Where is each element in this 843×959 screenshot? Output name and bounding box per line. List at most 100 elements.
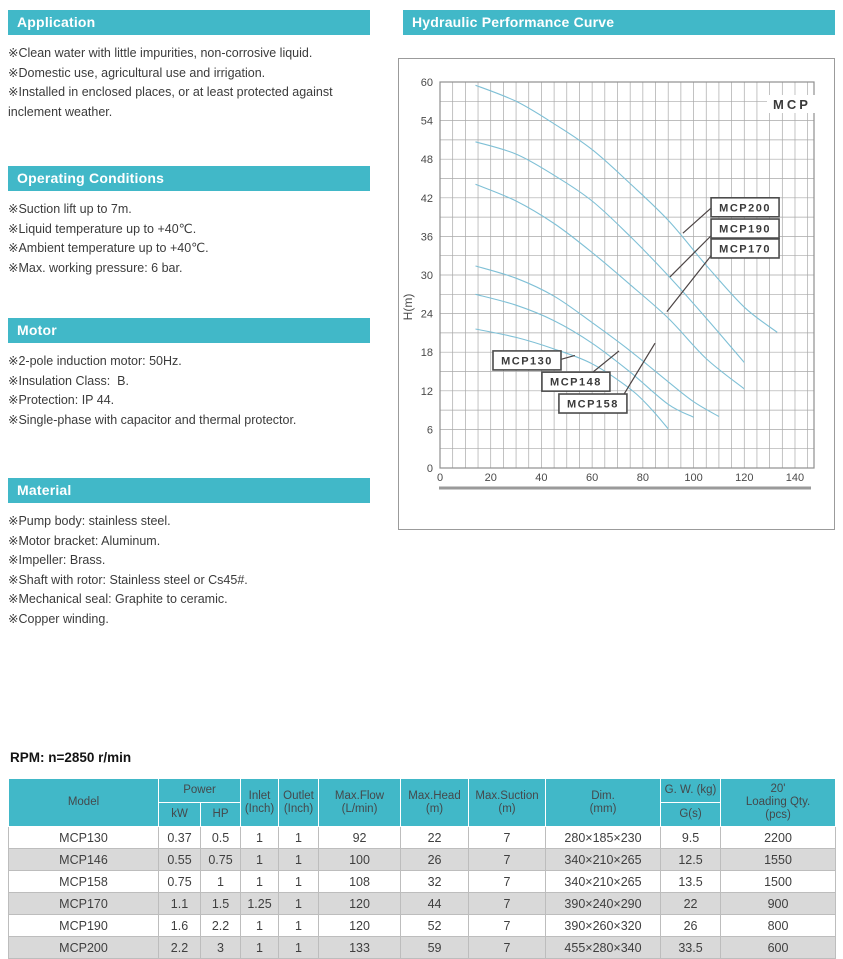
- table-cell: 7: [468, 870, 547, 893]
- section-application: Application ※Clean water with little impu…: [8, 10, 370, 122]
- curve-label-mcp170: MCP170: [719, 243, 771, 255]
- table-cell: 600: [720, 936, 837, 959]
- table-cell: 92: [318, 826, 402, 849]
- table-cell: 108: [318, 870, 402, 893]
- x-tick-label: 60: [586, 472, 598, 484]
- callout-line-mcp148: [592, 350, 620, 373]
- table-cell: 7: [468, 848, 547, 871]
- hydraulic-performance-chart-svg: MCP MCP200 MCP190 MCP170 MCP130 MCP148 MCP158 0…: [401, 77, 817, 490]
- x-tick-label: 120: [735, 472, 753, 484]
- table-cell: 7: [468, 914, 547, 937]
- section-header-material: Material: [8, 478, 370, 503]
- table-cell: MCP130: [8, 826, 159, 849]
- callout-line-mcp170: [666, 255, 712, 313]
- table-cell: 59: [400, 936, 470, 959]
- spec-line: ※Copper winding.: [8, 611, 109, 626]
- table-cell: 1: [278, 914, 320, 937]
- table-cell: 1: [240, 826, 280, 849]
- curve-mcp158: [475, 265, 720, 417]
- col-header-gross-weight: G. W. (kg): [660, 778, 722, 803]
- header-line: G(s): [679, 808, 702, 820]
- rpm-title: RPM: n=2850 r/min: [10, 750, 132, 765]
- table-cell: 22: [400, 826, 470, 849]
- table-cell: MCP200: [8, 936, 159, 959]
- section-items: ※Pump body: stainless steel. ※Motor brack…: [8, 503, 370, 629]
- table-cell: 7: [468, 892, 547, 915]
- header-line: (m): [498, 802, 516, 815]
- table-cell: 120: [318, 914, 402, 937]
- table-cell: 900: [720, 892, 837, 915]
- y-tick-label: 42: [421, 193, 433, 205]
- spec-table-wrap: Model Power Inlet (Inch) Outlet (Inch) Max.Flo…: [8, 778, 837, 959]
- table-cell: 7: [468, 826, 547, 849]
- header-line: Outlet: [283, 789, 314, 802]
- table-cell: 2200: [720, 826, 837, 849]
- y-tick-label: 54: [421, 116, 433, 128]
- table-cell: 0.5: [199, 826, 242, 849]
- plot-frame: [439, 81, 815, 469]
- curve-mcp200: [475, 84, 778, 333]
- header-line: HP: [212, 808, 229, 820]
- table-cell: 455×280×340: [545, 936, 662, 959]
- header-line: Model: [67, 796, 100, 808]
- hydraulic-performance-curve-header: Hydraulic Performance Curve: [403, 10, 835, 35]
- y-tick-label: 6: [427, 424, 433, 436]
- table-cell: 340×210×265: [545, 848, 662, 871]
- table-header: Model Power Inlet (Inch) Outlet (Inch) Max.Flo…: [8, 778, 837, 827]
- header-line: Loading Qty.: [745, 796, 811, 808]
- x-tick-label: 100: [684, 472, 702, 484]
- table-cell: 13.5: [660, 870, 722, 893]
- header-line: (m): [425, 802, 444, 815]
- table-cell: 1: [278, 848, 320, 871]
- y-tick-label: 60: [421, 77, 433, 89]
- table-cell: MCP190: [8, 914, 159, 937]
- curve-label-box-mcp190: [710, 218, 780, 239]
- col-header-max-suction: Max.Suction (m): [468, 778, 547, 827]
- x-tick-label: 40: [535, 472, 547, 484]
- spec-line: ※Max. working pressure: 6 bar.: [8, 260, 183, 275]
- y-tick-label: 24: [421, 309, 433, 321]
- table-row-mcp170: MCP170 1.1 1.5 1.25 1 120 44 7 390×240×290 22 900: [8, 892, 837, 915]
- header-line: (L/min): [341, 802, 378, 815]
- spec-line: ※Mechanical seal: Graphite to ceramic.: [8, 592, 228, 606]
- spec-line: ※Ambient temperature up to +40℃.: [8, 241, 209, 255]
- table-body: MCP130 0.37 0.5 1 1 92 22 7 280×185×230 9.5 2200 MC…: [8, 826, 837, 959]
- section-header-motor: Motor: [8, 318, 370, 343]
- header-line: Inlet: [248, 789, 271, 802]
- y-tick-label: 0: [427, 463, 433, 475]
- spec-line: ※2-pole induction motor: 50Hz.: [8, 354, 182, 368]
- table-cell: 1: [240, 870, 280, 893]
- spec-line: ※Suction lift up to 7m.: [8, 202, 132, 216]
- col-header-power: Power: [157, 778, 242, 803]
- col-header-model: Model: [8, 778, 159, 827]
- y-axis-label: H(m): [401, 294, 415, 321]
- hydraulic-performance-chart: MCP MCP200 MCP190 MCP170 MCP130 MCP148 MCP158 0…: [398, 58, 835, 530]
- curve-label-mcp190: MCP190: [719, 224, 771, 236]
- table-cell: 0.75: [158, 870, 201, 893]
- spec-line: ※Impeller: Brass.: [8, 553, 106, 567]
- section-material: Material ※Pump body: stainless steel. ※Mot…: [8, 478, 370, 629]
- table-cell: MCP146: [8, 848, 159, 871]
- table-cell: MCP158: [8, 870, 159, 893]
- header-line: kW: [171, 808, 188, 820]
- table-cell: 1: [199, 870, 242, 893]
- table-row-mcp158: MCP158 0.75 1 1 1 108 32 7 340×210×265 13.5 1500: [8, 870, 837, 893]
- table-cell: 1: [240, 936, 280, 959]
- table-cell: 0.55: [158, 848, 201, 871]
- callout-line-mcp200: [682, 207, 712, 234]
- hydraulic-performance-curve-title: Hydraulic Performance Curve: [412, 14, 615, 30]
- table-cell: 52: [400, 914, 470, 937]
- col-header-max-head: Max.Head (m): [400, 778, 470, 827]
- y-axis-tick-labels: 0 6 12 18 24 30 36 42 48 54 60: [421, 77, 433, 475]
- table-cell: 100: [318, 848, 402, 871]
- table-cell: 26: [400, 848, 470, 871]
- header-line: Max.Suction: [475, 789, 539, 802]
- header-line: Power: [183, 784, 216, 796]
- table-cell: 1: [278, 936, 320, 959]
- callout-line-mcp158: [623, 342, 656, 395]
- table-cell: 1.1: [158, 892, 201, 915]
- table-cell: 1.5: [199, 892, 242, 915]
- table-cell: 12.5: [660, 848, 722, 871]
- table-cell: 340×210×265: [545, 870, 662, 893]
- table-cell: 32: [400, 870, 470, 893]
